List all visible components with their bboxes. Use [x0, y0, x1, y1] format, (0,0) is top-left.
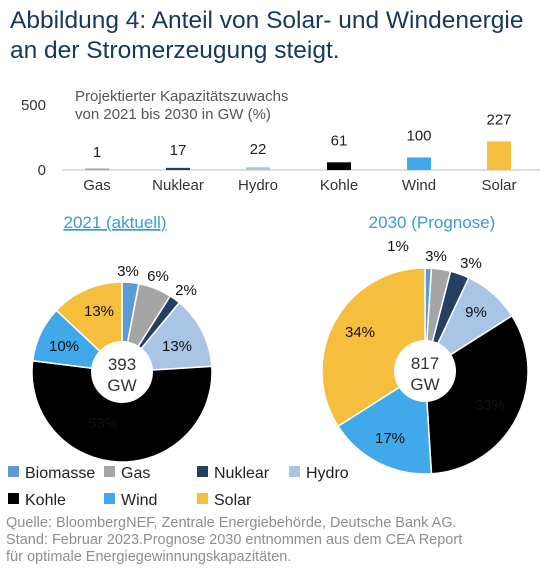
- pie-center-label: 393: [108, 355, 136, 374]
- figure-title: Abbildung 4: Anteil von Solar- und Winde…: [10, 6, 555, 66]
- legend-label: Gas: [121, 465, 150, 482]
- y-tick-label: 0: [38, 162, 46, 179]
- bar-chart-title: von 2021 bis 2030 in GW (%): [75, 106, 271, 123]
- pie-center-label: 817: [411, 354, 439, 373]
- source-line: für optimale Energiegewinnungskapazitäte…: [6, 549, 292, 565]
- pie-slice-label: 10%: [49, 338, 79, 355]
- legend-label: Kohle: [25, 492, 66, 509]
- legend-swatch-nuklear: [197, 466, 208, 477]
- legend-swatch-biomasse: [8, 466, 19, 477]
- bar-value-label: 17: [170, 142, 187, 159]
- pie-center-hole: [91, 341, 153, 403]
- pie-slice-label: 53%: [88, 415, 118, 432]
- bar-value-label: 100: [406, 127, 431, 144]
- bar-wind: [407, 157, 431, 170]
- pie-slice-label: 34%: [345, 324, 375, 341]
- source-note: Quelle: BloombergNEF, Zentrale Energiebe…: [6, 515, 556, 566]
- pie-slice-label: 3%: [460, 255, 482, 272]
- x-tick-label: Wind: [402, 177, 436, 194]
- bar-value-label: 22: [250, 141, 267, 158]
- legend-label: Wind: [121, 492, 157, 509]
- legend-label: Nuklear: [214, 465, 270, 482]
- legend-label: Biomasse: [25, 465, 95, 482]
- legend-swatch-hydro: [289, 466, 300, 477]
- bar-value-label: 61: [331, 132, 348, 149]
- bar-solar: [487, 141, 511, 170]
- bar-value-label: 1: [93, 144, 101, 161]
- legend-swatch-kohle: [8, 493, 19, 504]
- pie-slice-label: 3%: [425, 248, 447, 265]
- x-tick-label: Nuklear: [152, 177, 204, 194]
- pie-slice-label: 9%: [465, 304, 487, 321]
- bar-hydro: [246, 167, 270, 170]
- figure-title-line: an der Stromerzeugung steigt.: [10, 37, 340, 64]
- x-tick-label: Gas: [83, 177, 111, 194]
- pie-slice-label: 2%: [175, 282, 197, 299]
- pie-slice-label: 13%: [84, 303, 114, 320]
- pie-center-hole: [394, 340, 456, 402]
- bar-chart-title: Projektierter Kapazitätszuwachs: [75, 88, 288, 105]
- x-tick-label: Solar: [481, 177, 516, 194]
- pie-title: 2021 (aktuell): [63, 213, 166, 232]
- legend-swatch-gas: [104, 466, 115, 477]
- bar-value-label: 227: [486, 111, 511, 128]
- bar-nuklear: [166, 167, 190, 170]
- legend-swatch-wind: [104, 493, 115, 504]
- pie-center-label: GW: [410, 375, 439, 394]
- pie-center-label: GW: [107, 376, 136, 395]
- pie-slice-label: 3%: [117, 263, 139, 280]
- pie-slice-kohle: [31, 359, 213, 463]
- y-tick-label: 500: [21, 97, 46, 114]
- bar-gas: [85, 168, 109, 170]
- source-line: Quelle: BloombergNEF, Zentrale Energiebe…: [6, 515, 457, 531]
- pie-slice-label: 6%: [147, 268, 169, 285]
- x-tick-label: Kohle: [320, 177, 358, 194]
- pie-slice-label: 13%: [162, 338, 192, 355]
- pie-slice-label: 1%: [387, 238, 409, 255]
- legend-swatch-solar: [197, 493, 208, 504]
- pie-slice-label: 33%: [475, 397, 505, 414]
- x-tick-label: Hydro: [238, 177, 278, 194]
- legend-label: Solar: [214, 492, 252, 509]
- source-line: Stand: Februar 2023.Prognose 2030 entnom…: [6, 532, 463, 548]
- legend-label: Hydro: [306, 465, 349, 482]
- bar-kohle: [327, 162, 351, 170]
- pie-slice-label: 17%: [375, 430, 405, 447]
- pie-title: 2030 (Prognose): [369, 213, 496, 232]
- figure-title-line: Abbildung 4: Anteil von Solar- und Winde…: [10, 7, 524, 34]
